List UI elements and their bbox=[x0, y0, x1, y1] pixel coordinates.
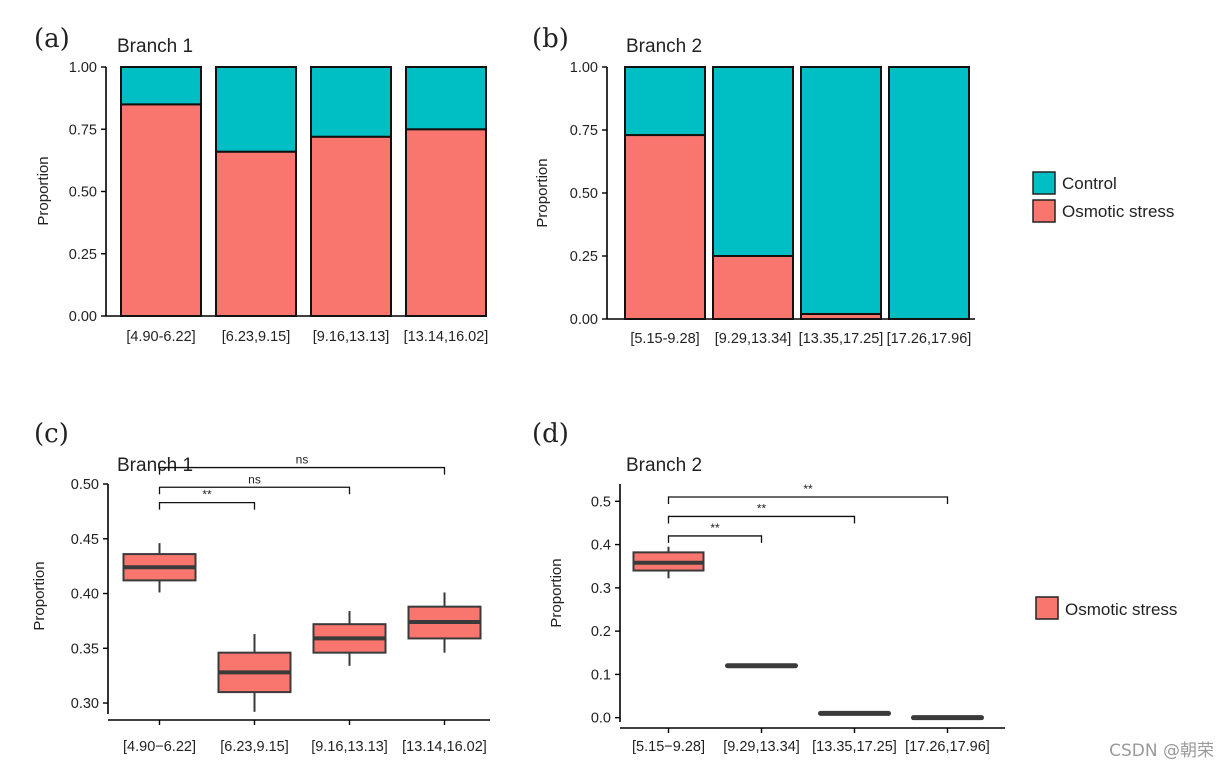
panel-letter: (a) bbox=[34, 24, 70, 54]
x-tick-label: [13.14,16.02] bbox=[402, 739, 487, 755]
panel-a: (a) Branch 1 Proportion 0.00 0.25 0.50 0.75 1.0… bbox=[34, 24, 488, 345]
y-tick-label: 0.3 bbox=[591, 581, 611, 597]
y-tick-label: 0.5 bbox=[591, 494, 611, 510]
x-tick-label: [13.35,17.25] bbox=[799, 331, 884, 347]
y-axis-label: Proportion bbox=[35, 156, 52, 225]
y-tick-label: 0.50 bbox=[69, 185, 97, 201]
y-tick-label: 0.00 bbox=[69, 309, 97, 325]
x-tick-label: [9.16,13.13] bbox=[313, 329, 390, 345]
y-axis-label: Proportion bbox=[534, 158, 551, 227]
panel-letter: (c) bbox=[34, 419, 69, 449]
y-tick-label: 0.50 bbox=[570, 186, 598, 202]
bar-control bbox=[405, 66, 487, 131]
bar-osmotic bbox=[310, 135, 392, 317]
panel-c: (c) Branch 1 Proportion 0.30 0.35 0.40 0.45 0.5… bbox=[31, 419, 490, 755]
bar-osmotic bbox=[624, 134, 706, 320]
x-tick-label: [6.23,9.15] bbox=[220, 739, 289, 755]
y-axis-label: Proportion bbox=[31, 561, 48, 630]
significance-bracket bbox=[158, 501, 256, 510]
y-tick-label: 0.1 bbox=[591, 667, 611, 683]
y-tick-label: 0.0 bbox=[591, 711, 611, 727]
y-tick-label: 0.30 bbox=[71, 696, 99, 712]
x-tick-label: [4.90−6.22] bbox=[123, 739, 196, 755]
panel-d: (d) Branch 2 Proportion 0.0 0.1 0.2 0.3 0.4 0.5 [… bbox=[532, 419, 1005, 755]
significance-label: ** bbox=[757, 501, 767, 515]
bar-control bbox=[624, 66, 706, 137]
y-tick-label: 0.75 bbox=[69, 122, 97, 138]
x-tick-label: [17.26,17.96] bbox=[887, 331, 972, 347]
x-tick-label: [5.15−9.28] bbox=[632, 739, 705, 755]
bar-control bbox=[888, 66, 970, 320]
x-tick-label: [4.90-6.22] bbox=[126, 329, 195, 345]
panel-title: Branch 2 bbox=[626, 36, 702, 57]
bar-control bbox=[120, 66, 202, 106]
y-tick-label: 0.35 bbox=[71, 641, 99, 657]
x-tick-label: [13.14,16.02] bbox=[404, 329, 489, 345]
x-tick-label: [17.26,17.96] bbox=[905, 739, 990, 755]
y-tick-label: 0.40 bbox=[71, 587, 99, 603]
x-tick-label: [13.35,17.25] bbox=[812, 739, 897, 755]
significance-bracket bbox=[158, 466, 446, 475]
significance-bracket bbox=[667, 496, 949, 504]
bar-osmotic bbox=[712, 255, 794, 320]
y-axis-label: Proportion bbox=[548, 558, 565, 627]
panel-title: Branch 1 bbox=[117, 36, 193, 57]
legend-swatch-osmotic bbox=[1032, 199, 1056, 223]
bar-control bbox=[215, 66, 297, 153]
x-tick-label: [9.16,13.13] bbox=[311, 739, 388, 755]
panel-title: Branch 1 bbox=[117, 455, 193, 476]
y-tick-label: 0.25 bbox=[570, 249, 598, 265]
significance-label: ** bbox=[710, 521, 720, 535]
y-tick-label: 0.75 bbox=[570, 123, 598, 139]
x-tick-label: [9.29,13.34] bbox=[715, 331, 792, 347]
y-tick-label: 0.2 bbox=[591, 624, 611, 640]
legend-swatch-osmotic-bottom bbox=[1035, 596, 1059, 620]
legend-swatch-control bbox=[1032, 171, 1056, 195]
legend-bottom: Osmotic stress bbox=[1035, 596, 1177, 620]
bar-osmotic bbox=[405, 128, 487, 317]
panel-letter: (d) bbox=[532, 419, 569, 449]
significance-bracket bbox=[667, 535, 763, 543]
watermark: CSDN @朝荣 bbox=[1109, 741, 1214, 761]
bar-control bbox=[712, 66, 794, 257]
y-tick-label: 1.00 bbox=[570, 60, 598, 76]
panel-letter: (b) bbox=[532, 24, 569, 54]
legend-top: Control Osmotic stress bbox=[1032, 171, 1174, 223]
x-tick-label: [5.15-9.28] bbox=[630, 331, 699, 347]
significance-label: ns bbox=[248, 472, 261, 486]
bar-control bbox=[800, 66, 882, 315]
panel-title: Branch 2 bbox=[626, 455, 702, 476]
y-tick-label: 1.00 bbox=[69, 60, 97, 76]
bar-osmotic bbox=[215, 150, 297, 317]
legend-label-osmotic: Osmotic stress bbox=[1062, 202, 1174, 221]
legend-label-osmotic-bottom: Osmotic stress bbox=[1065, 600, 1177, 619]
significance-label: ** bbox=[803, 482, 813, 496]
y-tick-label: 0.45 bbox=[71, 532, 99, 548]
significance-bracket bbox=[158, 486, 351, 495]
y-tick-label: 0.25 bbox=[69, 247, 97, 263]
x-tick-label: [6.23,9.15] bbox=[222, 329, 291, 345]
y-tick-label: 0.4 bbox=[591, 538, 611, 554]
significance-label: ns bbox=[296, 453, 309, 467]
y-tick-label: 0.00 bbox=[570, 312, 598, 328]
significance-bracket bbox=[667, 515, 856, 524]
x-tick-label: [9.29,13.34] bbox=[723, 739, 800, 755]
legend-label-control: Control bbox=[1062, 174, 1117, 193]
panel-b: (b) Branch 2 Proportion 0.00 0.25 0.50 0.75 1.0… bbox=[532, 24, 975, 347]
y-tick-label: 0.50 bbox=[71, 477, 99, 493]
bar-osmotic bbox=[120, 103, 202, 317]
bar-control bbox=[310, 66, 392, 138]
significance-label: ** bbox=[202, 488, 212, 502]
